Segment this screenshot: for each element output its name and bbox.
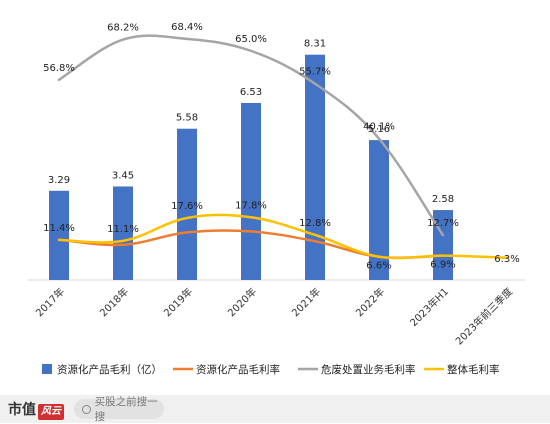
bar-label-2: 5.58 [176,113,198,124]
line-1-label-6: 12.7% [427,218,459,229]
line-2-label-1: 11.1% [107,224,139,235]
line-1-label-4: 55.7% [299,67,331,78]
bar-series [49,54,453,280]
line-2-label-7: 6.3% [494,254,519,265]
line-1-label-1: 68.2% [107,23,139,34]
line-0-label-6: 6.9% [430,260,455,271]
line-2-label-0: 11.4% [43,223,75,234]
bar-label-0: 3.29 [48,175,70,186]
search-icon [82,404,91,414]
watermark-bar: 市值 风云 买股之前搜一搜 [0,395,550,423]
line-1-label-2: 68.4% [171,22,203,33]
bar-0 [49,190,69,280]
bar-label-6: 2.58 [432,194,454,205]
bar-2 [177,128,197,280]
bar-label-3: 6.53 [240,87,262,98]
combo-chart: 3.29 3.45 5.58 6.53 8.31 5.16 2.58 6.6% 6.9% 56.8… [0,0,550,395]
legend-label-2: 危废处置业务毛利率 [321,363,416,376]
bar-label-5: 5.16 [368,124,390,135]
line-1 [57,34,445,237]
legend-label-0: 资源化产品毛利（亿） [57,363,162,376]
line-2 [57,213,509,260]
bar-4 [305,54,325,280]
bar-3 [241,102,261,280]
brand-logo-text: 市值 [8,401,36,418]
brand-logo: 市值 风云 [8,399,64,420]
search-box[interactable]: 买股之前搜一搜 [74,396,164,423]
line-2-label-4: 12.8% [299,218,331,229]
line-2-label-3: 17.8% [235,200,267,211]
search-text: 买股之前搜一搜 [94,396,158,423]
legend-label-1: 资源化产品毛利率 [196,363,280,376]
line-1-label-0: 56.8% [43,63,75,74]
line-1-label-5: 40.1% [363,122,395,133]
bar-5 [369,140,389,280]
line-2-label-2: 17.6% [171,201,203,212]
bar-1 [113,186,133,280]
data-labels: 3.29 3.45 5.58 6.53 8.31 5.16 2.58 6.6% 6.9% 56.8… [43,22,520,272]
line-1-label-3: 65.0% [235,34,267,45]
line-0-label-5: 6.6% [366,261,391,272]
line-series-group [57,34,509,260]
legend-label-3: 整体毛利率 [447,363,500,376]
legend-swatch-0 [42,364,52,374]
brand-logo-mark: 风云 [38,403,64,420]
bar-label-1: 3.45 [112,170,134,181]
chart-background [0,0,550,395]
bar-label-4: 8.31 [304,39,326,50]
legend: 资源化产品毛利（亿） 资源化产品毛利率 危废处置业务毛利率 整体毛利率 [42,363,500,376]
